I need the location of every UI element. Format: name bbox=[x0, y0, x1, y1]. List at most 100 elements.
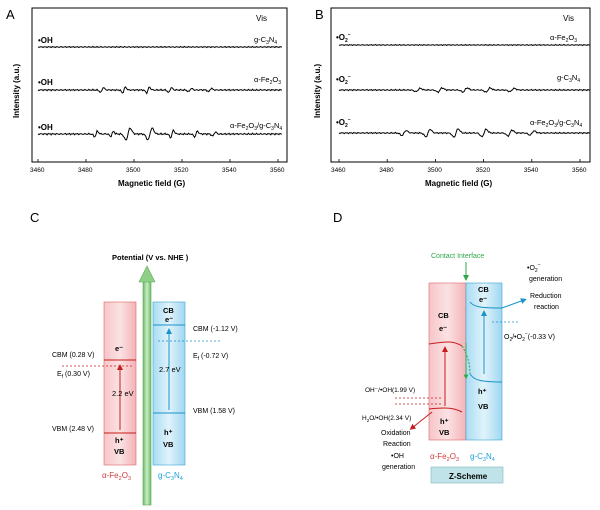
panel-a-trace-composite bbox=[37, 127, 283, 141]
d-oxidation-4: generation bbox=[382, 464, 415, 471]
d-fe2o3-cb: CB bbox=[438, 311, 449, 320]
d-fe2o3-electron: e⁻ bbox=[439, 324, 447, 333]
d-o2-species: •O2− bbox=[527, 262, 541, 274]
potential-arrow-shaft bbox=[142, 279, 152, 506]
panel-a-tick-label: 3500 bbox=[126, 167, 141, 174]
gcn-name: g-C3N4 bbox=[158, 471, 183, 482]
gcn-cb: CB bbox=[163, 306, 174, 315]
panel-c-label: C bbox=[30, 210, 39, 225]
fe2o3-hole: h⁺ bbox=[115, 436, 124, 445]
panel-b-trace-label-1: α-Fe2O3 bbox=[550, 33, 577, 44]
panel-b-label: B bbox=[315, 7, 324, 22]
panel-b-frame bbox=[330, 7, 591, 163]
d-o2-generation: generation bbox=[529, 276, 562, 283]
d-fe2o3-hole: h⁺ bbox=[440, 417, 449, 426]
panel-a-trace-label-1: g-C3N4 bbox=[254, 35, 277, 46]
d-fe2o3-vb-edge bbox=[428, 407, 463, 413]
panel-b-trace-label-3: α-Fe2O3/g-C3N4 bbox=[530, 118, 582, 129]
panel-b-tick-label: 3560 bbox=[572, 167, 587, 174]
d-oh-label-1: OH⁻/•OH(1.99 V) bbox=[365, 387, 415, 394]
d-o2-couple: O2/•O2−(-0.33 V) bbox=[504, 331, 555, 343]
panel-a-ticks: 3460 3480 3500 3520 3540 3560 bbox=[30, 159, 285, 174]
d-recombination-path bbox=[461, 345, 471, 375]
gcn-fermi-label: Ef (-0.72 V) bbox=[193, 353, 228, 362]
panel-a-trace-label-2: α-Fe2O3 bbox=[254, 75, 281, 86]
gcn-vbm-label: VBM (1.58 V) bbox=[193, 408, 235, 415]
gcn-cbm-label: CBM (-1.12 V) bbox=[193, 326, 238, 333]
panel-b-species-1: •O2− bbox=[336, 32, 351, 44]
panel-b-tick-label: 3520 bbox=[476, 167, 491, 174]
z-scheme-box bbox=[430, 466, 504, 484]
d-fe2o3-name: α-Fe2O3 bbox=[430, 452, 459, 463]
d-oxidation-2: Reaction bbox=[383, 441, 411, 448]
panel-b-ticks: 3460 3480 3500 3520 3540 3560 bbox=[331, 159, 587, 174]
d-gcn-hole: h⁺ bbox=[478, 387, 487, 396]
gcn-hole: h⁺ bbox=[164, 428, 173, 437]
d-oxidation-arrow bbox=[409, 411, 433, 430]
d-gcn-cb: CB bbox=[478, 285, 489, 294]
panel-a-trace-label-3: α-Fe2O3/g-C3N4 bbox=[230, 121, 282, 132]
panel-a-label: A bbox=[6, 7, 15, 22]
fe2o3-gap: 2.2 eV bbox=[112, 389, 134, 398]
d-fe2o3-vb: VB bbox=[439, 428, 450, 437]
d-oxidation-3: •OH bbox=[391, 453, 404, 460]
fe2o3-fermi-label: Ef (0.30 V) bbox=[57, 371, 90, 380]
fe2o3-name: α-Fe2O3 bbox=[102, 471, 131, 482]
panel-b: B Vis Intensity (a.u.) Magnetic field (G… bbox=[313, 7, 591, 188]
panel-c: C Potential (V vs. NHE ) e⁻ 2.2 eV h⁺ VB… bbox=[30, 210, 238, 506]
z-scheme-label: Z-Scheme bbox=[449, 472, 488, 481]
d-gcn-cb-edge bbox=[469, 301, 503, 309]
fe2o3-cbm-label: CBM (0.28 V) bbox=[52, 352, 94, 359]
panel-a-frame bbox=[31, 7, 288, 163]
contact-interface-label: Contact Interface bbox=[431, 253, 484, 260]
panel-b-trace-composite bbox=[338, 128, 590, 138]
d-fe2o3-band bbox=[428, 282, 467, 441]
panel-b-tick-label: 3540 bbox=[524, 167, 539, 174]
panel-b-tick-label: 3460 bbox=[331, 167, 346, 174]
d-gcn-vb: VB bbox=[478, 402, 489, 411]
d-reduction-arrow bbox=[501, 298, 527, 309]
gcn-gap: 2.7 eV bbox=[159, 365, 181, 374]
fe2o3-electron: e⁻ bbox=[115, 344, 123, 353]
panel-b-tick-label: 3480 bbox=[379, 167, 394, 174]
panel-d: D Contact Interface CB e⁻ h⁺ VB CB e⁻ h⁺… bbox=[333, 210, 562, 484]
panel-b-condition: Vis bbox=[563, 14, 574, 23]
d-gcn-name: g-C3N4 bbox=[470, 452, 495, 463]
panel-a-species-2: •OH bbox=[38, 78, 53, 87]
panel-a-tick-label: 3540 bbox=[222, 167, 237, 174]
panel-b-tick-label: 3500 bbox=[427, 167, 442, 174]
panel-a-tick-label: 3560 bbox=[270, 167, 285, 174]
fe2o3-vbm-label: VBM (2.48 V) bbox=[52, 426, 94, 433]
panel-a-tick-label: 3520 bbox=[174, 167, 189, 174]
panel-b-species-2: •O2− bbox=[336, 74, 351, 86]
panel-b-species-3: •O2− bbox=[336, 117, 351, 129]
panel-b-trace-gcn bbox=[338, 86, 590, 94]
panel-a-condition: Vis bbox=[256, 14, 267, 23]
panel-a-trace-gcn bbox=[37, 45, 282, 49]
fe2o3-vb: VB bbox=[114, 447, 125, 456]
gcn-electron: e⁻ bbox=[165, 315, 173, 324]
panel-a-xlabel: Magnetic field (G) bbox=[118, 179, 185, 188]
panel-d-label: D bbox=[333, 210, 342, 225]
d-oh-label-2: H2O/•OH(2.34 V) bbox=[362, 415, 411, 423]
d-gcn-electron: e⁻ bbox=[479, 295, 487, 304]
potential-arrow-head bbox=[138, 265, 156, 283]
panel-a-tick-label: 3480 bbox=[78, 167, 93, 174]
panel-b-xlabel: Magnetic field (G) bbox=[425, 179, 492, 188]
d-oxidation-1: Oxidation bbox=[381, 430, 411, 437]
d-reduction-2: reaction bbox=[534, 304, 559, 311]
panel-b-trace-label-2: g-C3N4 bbox=[557, 73, 580, 84]
panel-a: A Vis Intensity (a.u.) Magnetic field (G… bbox=[6, 7, 288, 188]
panel-a-ylabel: Intensity (a.u.) bbox=[12, 63, 21, 118]
potential-axis-label: Potential (V vs. NHE ) bbox=[112, 253, 189, 262]
panel-a-species-1: •OH bbox=[38, 36, 53, 45]
panel-b-ylabel: Intensity (a.u.) bbox=[313, 63, 322, 118]
d-fe2o3-cb-edge bbox=[428, 341, 463, 347]
gcn-vb: VB bbox=[163, 440, 174, 449]
panel-b-trace-fe2o3 bbox=[338, 43, 590, 47]
panel-a-species-3: •OH bbox=[38, 123, 53, 132]
d-gcn-vb-edge bbox=[469, 373, 503, 383]
d-reduction-1: Reduction bbox=[530, 293, 562, 300]
panel-a-trace-fe2o3 bbox=[37, 86, 282, 95]
